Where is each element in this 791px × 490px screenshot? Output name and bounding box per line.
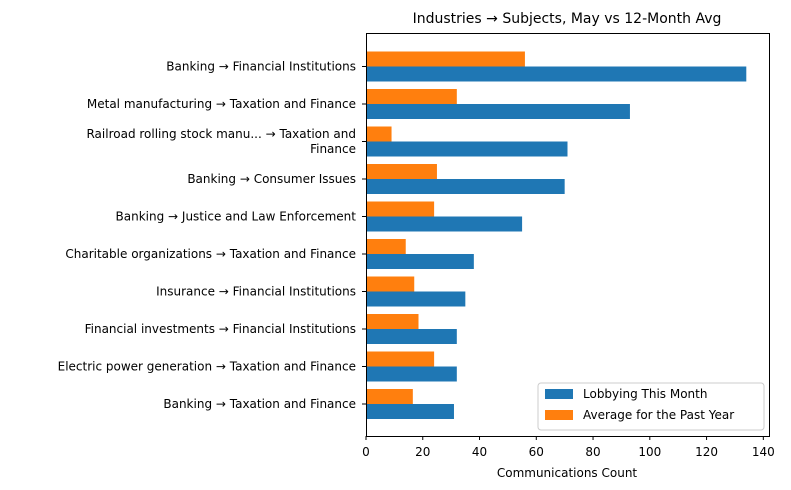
x-tick-label: 100 — [638, 445, 661, 459]
bar-past-year-avg — [366, 239, 406, 254]
legend-label-past-year: Average for the Past Year — [583, 408, 734, 422]
legend-swatch-past-year — [545, 410, 573, 420]
bar-this-month — [366, 66, 747, 82]
y-tick-label: Railroad rolling stock manu... → Taxatio… — [86, 127, 356, 156]
bar-past-year-avg — [366, 389, 413, 404]
bar-past-year-avg — [366, 126, 392, 142]
x-tick-label: 140 — [752, 445, 775, 459]
legend-box — [537, 382, 765, 431]
bar-this-month — [366, 291, 466, 307]
bar-this-month — [366, 216, 523, 232]
x-tick-label: 20 — [415, 445, 430, 459]
x-tick-label: 40 — [472, 445, 487, 459]
y-tick-label: Financial investments → Financial Instit… — [85, 322, 356, 336]
y-tick-label: Banking → Consumer Issues — [187, 172, 356, 186]
bar-this-month — [366, 104, 630, 119]
y-tick-label: Charitable organizations → Taxation and … — [65, 247, 356, 261]
legend-label-this-month: Lobbying This Month — [583, 387, 707, 401]
y-tick-label: Banking → Financial Institutions — [166, 60, 356, 74]
y-axis-ticks: Banking → Financial Institutions Metal ma… — [58, 60, 366, 411]
bar-this-month — [366, 329, 457, 344]
x-tick-label: 60 — [529, 445, 544, 459]
y-tick-label: Banking → Taxation and Finance — [163, 397, 356, 411]
bar-past-year-avg — [366, 164, 437, 179]
y-tick-label: Insurance → Financial Institutions — [156, 285, 356, 299]
bar-past-year-avg — [366, 314, 419, 329]
x-tick-label: 120 — [695, 445, 718, 459]
y-tick-label: Banking → Justice and Law Enforcement — [116, 210, 357, 224]
bar-past-year-avg — [366, 51, 525, 67]
y-tick-label: Metal manufacturing → Taxation and Finan… — [87, 97, 356, 111]
bar-past-year-avg — [366, 201, 435, 217]
x-tick-label: 0 — [362, 445, 370, 459]
plot-frame — [366, 33, 770, 437]
bar-this-month — [366, 254, 474, 269]
legend-swatch-this-month — [545, 389, 573, 399]
chart-title: Industries → Subjects, May vs 12-Month A… — [413, 11, 722, 27]
bar-this-month — [366, 366, 457, 382]
bar-this-month — [366, 141, 568, 157]
x-axis-ticks: 0 20 40 60 80 100 120 140 — [362, 436, 775, 459]
bar-this-month — [366, 404, 454, 419]
y-tick-label: Electric power generation → Taxation and… — [58, 360, 356, 374]
bar-this-month — [366, 179, 565, 194]
bar-past-year-avg — [366, 89, 457, 104]
x-tick-label: 80 — [585, 445, 600, 459]
bar-past-year-avg — [366, 276, 415, 292]
x-axis-label: Communications Count — [497, 466, 638, 480]
legend: Lobbying This Month Average for the Past… — [537, 382, 765, 431]
bar-past-year-avg — [366, 351, 435, 367]
bars-group — [366, 51, 747, 419]
